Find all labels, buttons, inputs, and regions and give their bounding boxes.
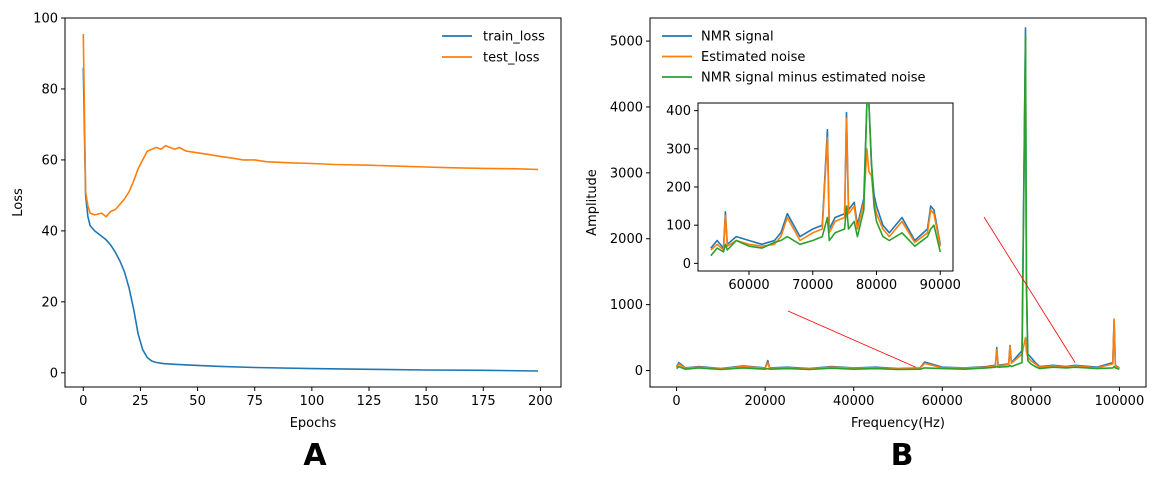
b-y-tick-label: 3000 — [610, 166, 643, 181]
b-y-axis-label: Amplitude — [585, 169, 600, 236]
a-y-tick-label: 20 — [41, 295, 58, 310]
a-x-tick-label: 175 — [471, 394, 496, 409]
b-inset-y-tick-label: 100 — [666, 219, 691, 234]
b-x-tick-label: 40000 — [833, 394, 874, 409]
panel-b-chart: 0 20000 40000 60000 80000 1000000100020003000… — [585, 17, 1147, 431]
a-legend-label-0: train_loss — [483, 30, 545, 45]
b-inset-y-tick-label: 0 — [683, 257, 691, 272]
a-x-tick-label: 150 — [414, 394, 439, 409]
b-inset-series-line-1 — [710, 117, 942, 251]
b-y-tick-label: 5000 — [610, 35, 643, 50]
b-inset-y-tick-label: 300 — [666, 142, 691, 157]
a-series-line-0 — [82, 67, 539, 372]
a-x-tick-label: 200 — [528, 394, 553, 409]
b-x-tick-label: 60000 — [922, 394, 963, 409]
b-inset-y-tick-label: 400 — [666, 104, 691, 119]
a-x-tick-label: 125 — [357, 394, 382, 409]
a-y-tick-label: 0 — [50, 366, 58, 381]
a-x-tick-label: 25 — [132, 394, 149, 409]
b-y-tick-label: 0 — [635, 364, 643, 379]
a-y-tick-label: 80 — [41, 82, 58, 97]
b-x-tick-label: 80000 — [1010, 394, 1051, 409]
b-inset-x-tick-label: 80000 — [856, 278, 897, 293]
a-x-tick-label: 0 — [79, 394, 87, 409]
b-x-tick-label: 20000 — [744, 394, 785, 409]
b-inset-x-tick-label: 70000 — [792, 278, 833, 293]
b-legend-label-1: Estimated noise — [701, 50, 805, 65]
a-plot-frame — [64, 17, 562, 388]
b-x-tick-label: 0 — [672, 394, 680, 409]
b-x-axis-label: Frequency(Hz) — [851, 416, 945, 431]
a-legend-label-1: test_loss — [483, 51, 540, 66]
b-legend-label-0: NMR signal — [701, 30, 774, 45]
b-inset-chart: 60000 70000 80000 90000 0 100 200 300 400 — [666, 102, 961, 293]
b-inset-x-tick-label: 60000 — [728, 278, 769, 293]
b-y-tick-label: 2000 — [610, 232, 643, 247]
b-inset-connector-line — [787, 310, 916, 368]
b-series-line-1 — [675, 318, 1120, 370]
b-y-tick-label: 1000 — [610, 298, 643, 313]
b-inset-series-line-2 — [710, 103, 942, 257]
b-series-line-2 — [676, 33, 1120, 371]
b-inset-y-tick-label: 200 — [666, 181, 691, 196]
panel-b-label: B — [891, 438, 914, 473]
a-x-tick-label: 75 — [246, 394, 263, 409]
a-y-tick-label: 100 — [33, 12, 58, 27]
b-x-tick-label: 100000 — [1095, 394, 1145, 409]
a-x-tick-label: 100 — [299, 394, 324, 409]
a-x-tick-label: 50 — [189, 394, 206, 409]
panel-a-label: A — [303, 438, 327, 473]
b-legend-label-2: NMR signal minus estimated noise — [701, 71, 926, 86]
b-y-tick-label: 4000 — [610, 100, 643, 115]
a-x-axis-label: Epochs — [290, 416, 337, 431]
b-inset-x-tick-label: 90000 — [920, 278, 961, 293]
a-y-tick-label: 60 — [41, 153, 58, 168]
b-inset-connector-line — [983, 216, 1076, 363]
a-series-line-1 — [82, 33, 539, 218]
panel-a-chart: 0 25 50 75 100 125 150 175 200 0 20 40 60 80 100 Epochs… — [11, 12, 562, 431]
a-y-tick-label: 40 — [41, 224, 58, 239]
a-y-axis-label: Loss — [11, 188, 26, 217]
